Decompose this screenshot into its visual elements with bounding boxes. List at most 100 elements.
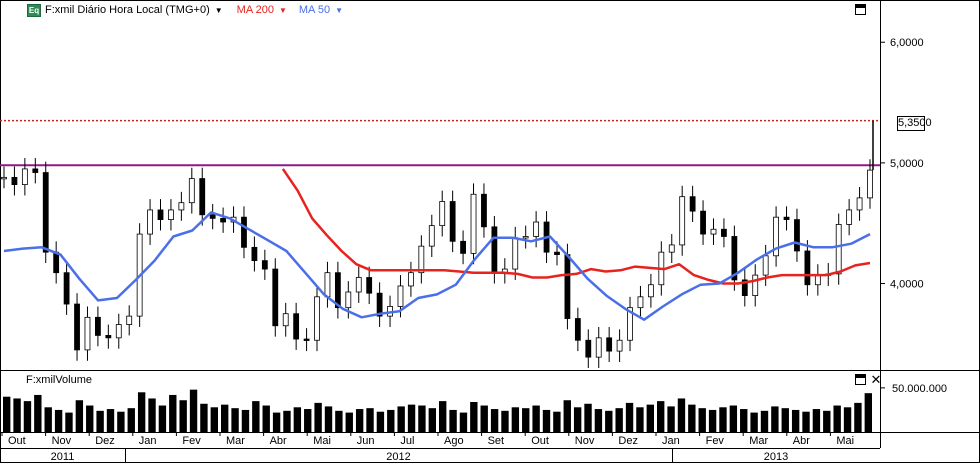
candle-body [449,201,456,242]
volume-bar [314,402,322,432]
volume-bar [708,409,717,432]
ma200-label[interactable]: MA 200 [236,4,274,16]
close-icon[interactable]: ✕ [870,372,882,387]
volume-bar [688,404,696,432]
dropdown-arrow-icon[interactable]: ▼ [214,5,223,15]
candle-body [533,221,540,237]
candle-body [762,255,769,276]
month-label: Fev [182,435,201,447]
price-tick-label: 6,0000 [890,37,924,49]
volume-bar [200,403,208,432]
volume-bar [137,392,146,432]
candle-body [637,296,644,309]
volume-bar [833,405,841,432]
candle-body [334,272,341,309]
volume-bar [221,404,229,432]
volume-bar [148,398,156,432]
month-label: Mai [313,435,331,447]
candle-body [397,285,404,307]
volume-bar [117,411,125,432]
volume-bar [428,408,436,432]
volume-bar [729,405,738,432]
candle-body [21,168,28,186]
candle-body [595,337,602,358]
volume-bar [210,407,218,432]
volume-bar [366,408,374,432]
volume-bar [231,408,239,432]
eq-icon[interactable]: Eq [27,3,41,17]
volume-bar [304,409,312,432]
volume-bar [864,393,872,432]
volume-bar [511,407,520,432]
month-label: Mar [749,435,768,447]
volume-bar [667,406,675,432]
candle-body [241,216,247,248]
month-label: Nov [575,435,595,447]
volume-bar [283,410,291,432]
candle-body [32,168,39,173]
volume-bar [594,409,603,432]
candle-body [74,303,80,351]
volume-maximize-icon[interactable] [855,374,866,385]
candle-body [209,214,216,219]
volume-bar [335,410,343,432]
candle-body [647,284,654,298]
volume-bar [65,412,73,432]
candle-body [303,338,310,341]
candle-body [721,228,727,237]
volume-bar [563,400,571,432]
candle-body [314,296,320,341]
volume-bar [158,405,167,432]
month-label: Fev [706,435,725,447]
volume-bar [843,407,852,432]
volume-bar [501,410,509,432]
candle-body [668,244,675,253]
candle-body [512,237,519,270]
volume-bar [573,407,582,432]
last-price-tag: 5,3500 [897,116,932,131]
candle-body [178,202,185,211]
volume-bar [241,409,250,432]
volume-bar [449,409,457,432]
volume-bar [532,405,540,432]
candle-body [522,236,529,239]
volume-bar [657,401,665,432]
month-label: Jun [357,435,375,447]
candle-body [251,246,258,262]
candle-body [731,236,738,281]
candle-body [345,291,352,309]
candle-body [439,201,446,227]
ma50-label[interactable]: MA 50 [298,4,331,16]
candle-body [804,250,811,286]
volume-bar [470,402,478,432]
volume-bar [397,406,405,432]
month-label: Jan [139,435,157,447]
candle-body [84,316,91,351]
volume-bar [771,406,779,432]
volume-bar [376,411,385,432]
instrument-title[interactable]: F:xmil Diário Hora Local (TMG+0) [45,4,210,16]
month-label: Out [8,435,26,447]
maximize-icon[interactable] [855,4,866,15]
month-label: Abr [270,435,287,447]
volume-bar [812,409,821,432]
month-label: Jul [400,435,414,447]
ma200-dropdown-arrow-icon[interactable]: ▼ [278,5,287,15]
candle-body [293,313,300,340]
volume-series [3,389,872,432]
candle-body [710,228,717,235]
volume-bar [23,401,32,432]
candle-body [574,318,581,341]
volume-bar [459,412,468,432]
month-label: Abr [793,435,810,447]
month-label: Nov [52,435,72,447]
ma50-dropdown-arrow-icon[interactable]: ▼ [335,5,343,15]
candle-body [11,176,18,186]
volume-bar [407,404,416,432]
candle-body [585,339,592,358]
volume-bar [106,409,115,432]
month-label: Dez [618,435,638,447]
volume-bar [324,406,333,432]
volume-bar [719,407,727,432]
